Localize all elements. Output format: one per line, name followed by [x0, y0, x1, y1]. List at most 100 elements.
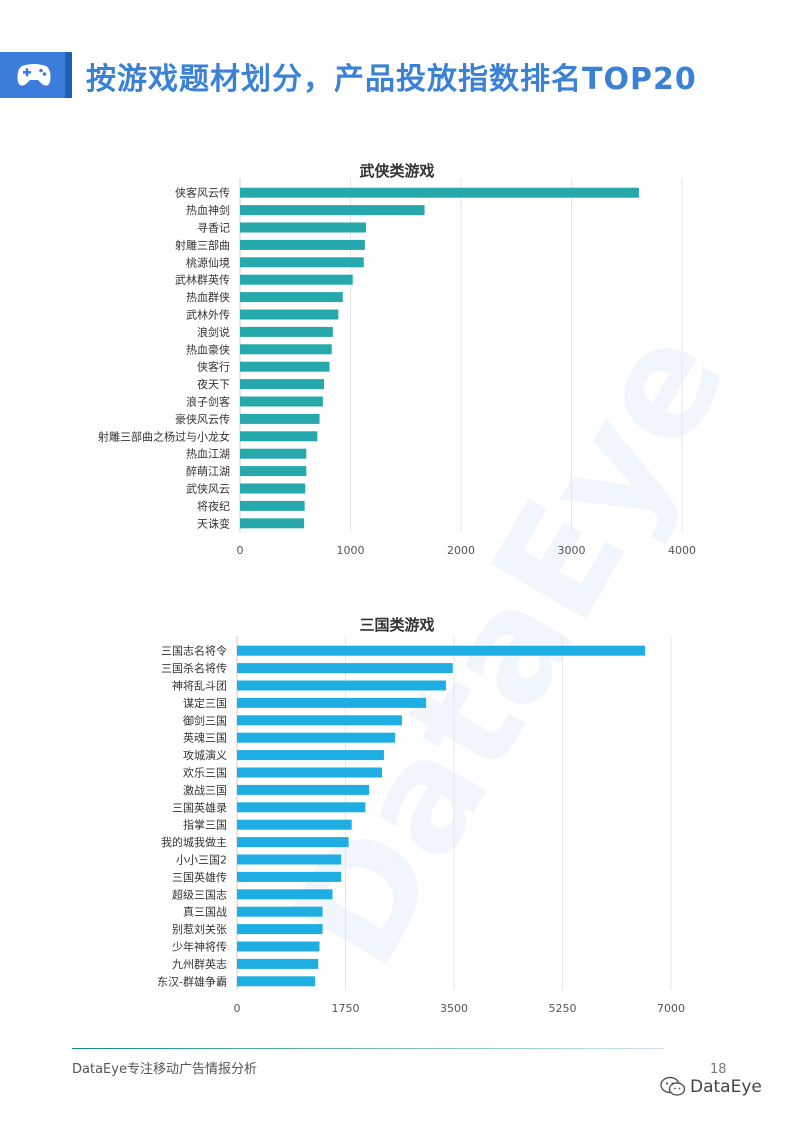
bar	[237, 732, 396, 743]
bar	[237, 906, 323, 917]
bar	[240, 274, 353, 285]
category-label: 热血江湖	[186, 447, 230, 461]
category-label: 武侠风云	[186, 483, 230, 496]
wechat-icon	[660, 1076, 686, 1096]
category-label: 桃源仙境	[186, 255, 230, 269]
bar	[237, 837, 349, 848]
brand-mark: DataEye	[660, 1076, 762, 1098]
category-label: 天诛变	[197, 516, 230, 530]
category-label: 欢乐三国	[183, 766, 227, 780]
page-number: 18	[710, 1062, 727, 1077]
bar	[237, 784, 370, 795]
x-tick-label: 3500	[440, 1002, 468, 1015]
bar	[237, 958, 319, 969]
category-label: 三国杀名将传	[161, 661, 227, 675]
category-label: 浪子剑客	[186, 395, 230, 409]
category-label: 三国志名将令	[161, 644, 227, 658]
x-tick-label: 1750	[332, 1002, 360, 1015]
header-icon-block	[0, 52, 72, 98]
page-title: 按游戏题材划分，产品投放指数排名TOP20	[86, 62, 697, 97]
category-label: 将夜纪	[197, 499, 230, 513]
category-label: 三国英雄传	[172, 870, 227, 884]
category-label: 夜天下	[197, 377, 230, 391]
sanguo-bar-chart: 0 1750 3500 5250 7000 三国志名将令三国杀名将传神将乱斗团谋定三国御剑…	[157, 636, 685, 1015]
bar	[240, 309, 339, 320]
bar	[237, 802, 366, 813]
bar	[237, 854, 342, 865]
bar	[240, 361, 330, 372]
category-label: 热血豪侠	[186, 342, 230, 356]
category-label: 寻香记	[197, 222, 230, 235]
brand-name: DataEye	[690, 1077, 762, 1097]
category-label: 射雕三部曲之杨过与小龙女	[98, 429, 230, 443]
bar	[237, 941, 320, 952]
bar	[240, 413, 320, 424]
category-label: 东汉-群雄争霸	[157, 974, 227, 988]
category-label: 指掌三国	[183, 818, 227, 832]
bar	[237, 976, 316, 987]
bar	[240, 379, 324, 390]
x-tick-label: 0	[234, 1002, 241, 1015]
x-tick-label: 4000	[668, 544, 696, 557]
bar	[237, 819, 352, 830]
category-label: 热血群侠	[186, 290, 230, 304]
bar	[240, 257, 364, 268]
chart-title-sanguo: 三国类游戏	[359, 616, 435, 634]
category-label: 神将乱斗团	[172, 679, 227, 693]
bar	[237, 663, 453, 674]
x-tick-label: 0	[237, 544, 244, 557]
x-tick-label: 5250	[549, 1002, 577, 1015]
category-label: 超级三国志	[172, 887, 227, 901]
category-label: 别惹刘关张	[172, 922, 227, 936]
category-label: 浪剑说	[197, 325, 230, 339]
bar	[237, 645, 645, 656]
bar	[240, 205, 425, 216]
bar	[237, 889, 333, 900]
bar	[240, 326, 333, 337]
bar	[240, 466, 307, 477]
bar	[240, 344, 332, 355]
x-tick-label: 3000	[558, 544, 586, 557]
bar	[237, 750, 384, 761]
category-label: 武林外传	[186, 308, 230, 322]
category-label: 侠客风云传	[175, 186, 230, 200]
category-label: 真三国战	[183, 905, 227, 919]
bar	[240, 500, 305, 511]
category-label: 御剑三国	[183, 713, 227, 727]
bar	[240, 448, 307, 459]
x-tick-label: 2000	[447, 544, 475, 557]
bar	[240, 483, 306, 494]
category-label: 我的城我做主	[161, 835, 227, 849]
bar	[237, 680, 446, 691]
x-tick-label: 1000	[337, 544, 365, 557]
category-label: 九州群英志	[172, 957, 227, 971]
footer-text: DataEye专注移动广告情报分析	[72, 1062, 257, 1077]
category-label: 侠客行	[197, 360, 230, 374]
bar	[240, 431, 318, 442]
bar	[240, 396, 323, 407]
bar	[237, 871, 342, 882]
category-label: 小小三国2	[176, 854, 227, 867]
category-label: 激战三国	[183, 783, 227, 797]
bar	[240, 239, 365, 250]
bar	[237, 767, 383, 778]
category-label: 醉萌江湖	[186, 464, 230, 478]
bar	[240, 518, 305, 529]
x-tick-label: 7000	[657, 1002, 685, 1015]
category-label: 豪侠风云传	[175, 412, 230, 426]
category-label: 攻城演义	[183, 748, 227, 762]
bar	[240, 187, 639, 198]
bar	[237, 697, 427, 708]
category-label: 武林群英传	[175, 273, 230, 287]
bar	[240, 292, 343, 303]
footer-divider	[72, 1048, 664, 1049]
category-label: 三国英雄录	[172, 800, 227, 814]
bar	[237, 924, 323, 935]
wuxia-bar-chart: 0 1000 2000 3000 4000 侠客风云传热血神剑寻香记射雕三部曲桃源仙境武林…	[98, 178, 696, 557]
category-label: 射雕三部曲	[175, 238, 230, 252]
bar	[237, 715, 402, 726]
gamepad-icon	[17, 64, 51, 86]
chart-title-wuxia: 武侠类游戏	[359, 162, 435, 180]
category-label: 少年神将传	[172, 940, 227, 954]
bar	[240, 222, 366, 233]
